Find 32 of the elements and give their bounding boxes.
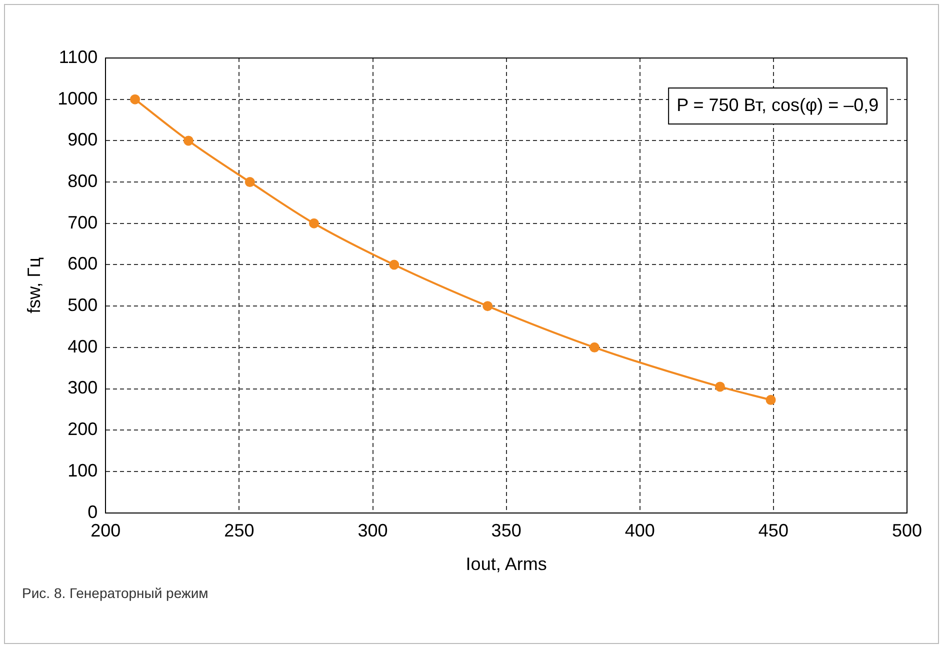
y-axis-title: fsw, Гц [24,257,44,314]
y-tick-label: 1000 [58,88,98,108]
x-tick-label: 450 [758,520,788,541]
point [244,177,255,188]
y-tick-label: 700 [68,212,98,232]
y-tick-label: 200 [68,419,98,440]
point [766,394,776,405]
text: Рис. 8. Генераторный режим [22,585,208,601]
y-tick-label: 900 [68,130,98,150]
point [589,342,600,352]
y-tick-label: 800 [68,171,98,192]
x-tick-label: 250 [224,520,254,541]
x-tick-label: 400 [624,520,655,541]
y-tick-label: 0 [88,502,98,522]
y-tick-label: 1100 [58,46,98,67]
x-tick-label: 500 [892,520,922,541]
x-tick-label: 300 [358,520,388,541]
y-tick-label: 600 [68,254,98,274]
annotation: P = 750 Вт, cos(φ) = –0,9 [676,94,879,115]
point [183,136,194,146]
point [308,218,319,228]
y-tick-label: 100 [68,460,98,480]
y-tick-label: 300 [68,378,98,398]
y-tick-label: 500 [68,295,98,316]
point [715,382,726,392]
point [130,94,140,104]
x-tick-label: 350 [491,520,522,541]
x-tick-label: 200 [90,520,121,541]
y-tick-label: 400 [68,336,98,356]
x-axis-title: Iout, Arms [466,554,547,574]
point [389,260,400,270]
point [482,301,493,312]
